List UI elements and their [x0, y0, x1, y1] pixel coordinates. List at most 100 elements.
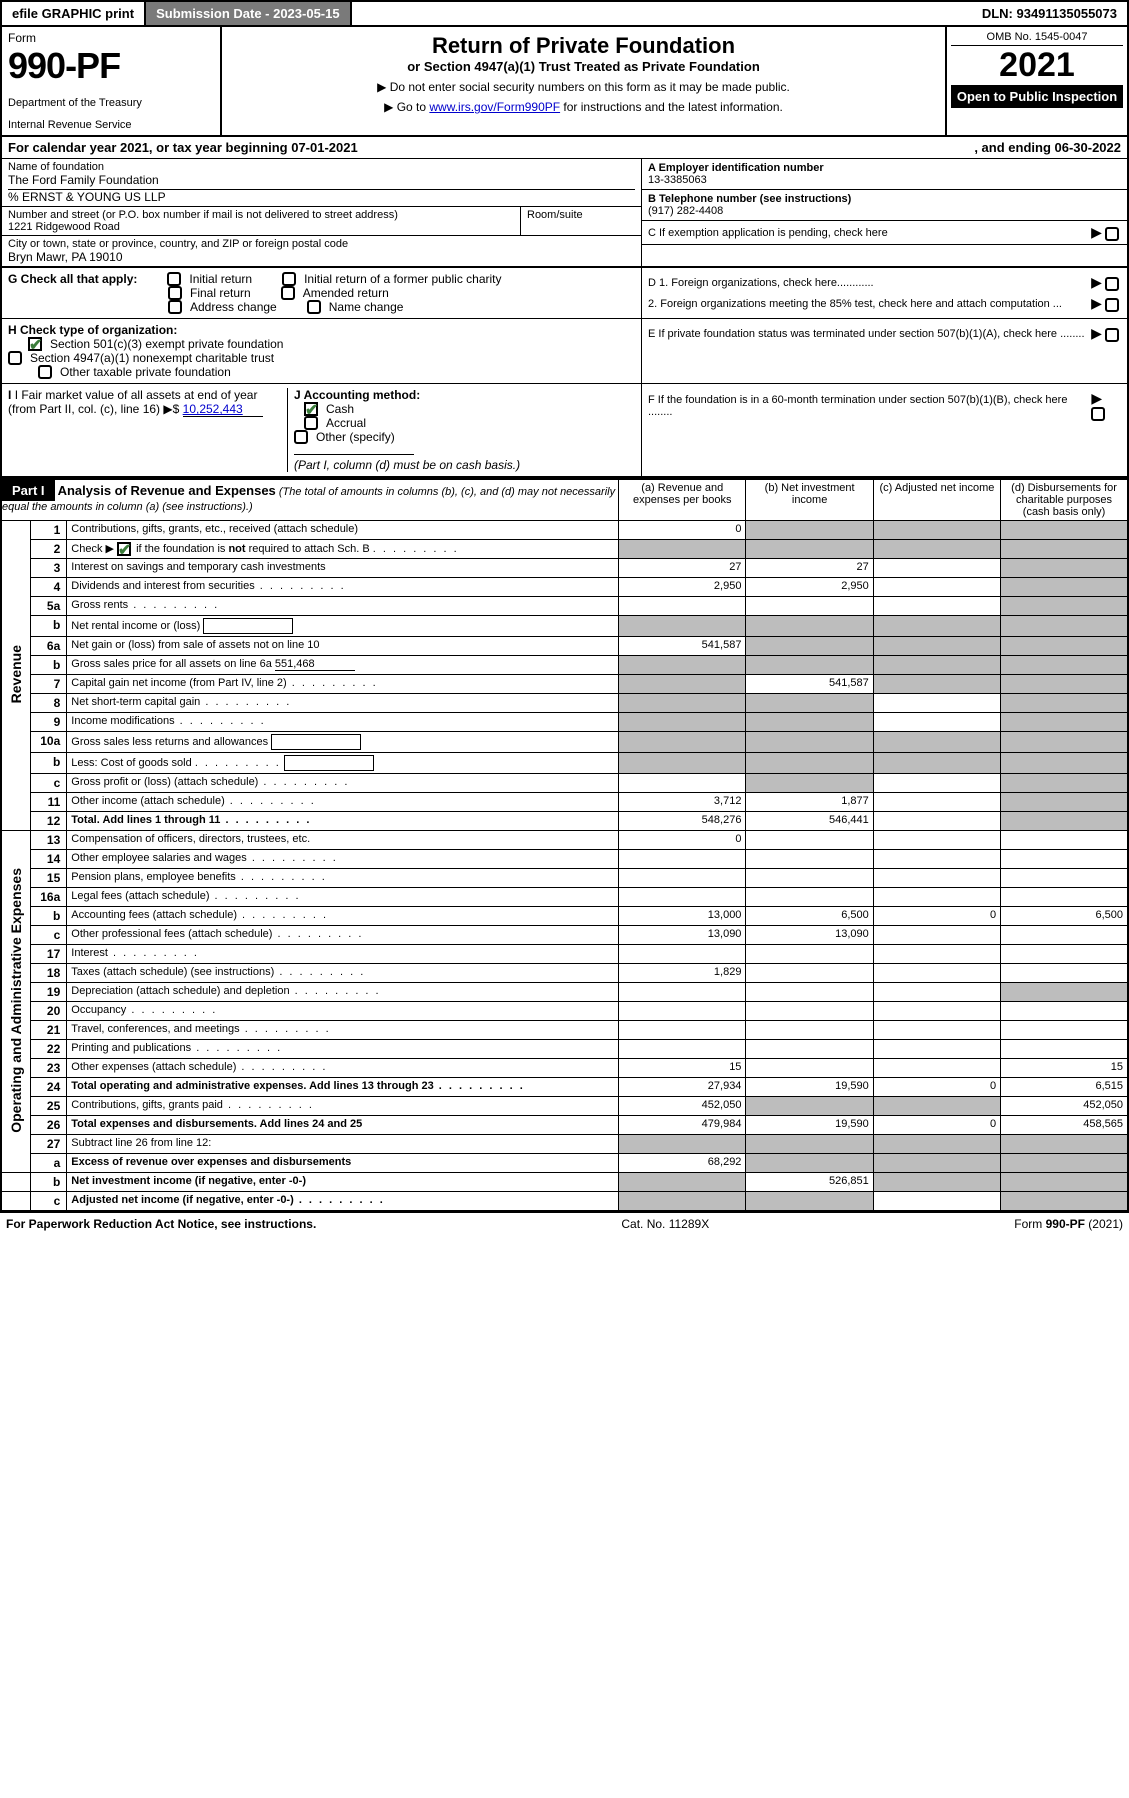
name-label: Name of foundation	[8, 161, 635, 173]
submission-date: Submission Date - 2023-05-15	[146, 2, 352, 25]
i-arrow: ▶$	[163, 402, 179, 416]
r16a-num: 16a	[31, 888, 67, 907]
instr-link[interactable]: www.irs.gov/Form990PF	[429, 100, 560, 114]
table-row: 17 Interest	[1, 945, 1128, 964]
r21-desc: Travel, conferences, and meetings	[67, 1021, 619, 1040]
r16b-num: b	[31, 907, 67, 926]
r16b-d: 6,500	[1001, 907, 1128, 926]
cal-end: , and ending 06-30-2022	[974, 140, 1121, 155]
instr-2b: for instructions and the latest informat…	[563, 100, 782, 114]
omb-number: OMB No. 1545-0047	[951, 29, 1123, 46]
r27a-a: 68,292	[619, 1154, 746, 1173]
footer-mid: Cat. No. 11289X	[621, 1217, 709, 1231]
r10a-dtext: Gross sales less returns and allowances	[71, 736, 268, 748]
r4-b: 2,950	[746, 578, 873, 597]
chk-initial[interactable]	[167, 272, 181, 286]
ein-value: 13-3385063	[648, 174, 1121, 186]
r7-num: 7	[31, 675, 67, 694]
addr-row: Number and street (or P.O. box number if…	[2, 207, 641, 236]
table-row: 25 Contributions, gifts, grants paid 452…	[1, 1097, 1128, 1116]
r6a-a: 541,587	[619, 637, 746, 656]
table-row: 11 Other income (attach schedule) 3,712 …	[1, 793, 1128, 812]
r27-desc: Subtract line 26 from line 12:	[67, 1135, 619, 1154]
table-row: b Accounting fees (attach schedule) 13,0…	[1, 907, 1128, 926]
r1-desc: Contributions, gifts, grants, etc., rece…	[67, 521, 619, 540]
r16c-desc: Other professional fees (attach schedule…	[67, 926, 619, 945]
chk-other[interactable]	[294, 430, 308, 444]
table-row: c Adjusted net income (if negative, ente…	[1, 1192, 1128, 1212]
table-row: 10a Gross sales less returns and allowan…	[1, 732, 1128, 753]
r24-b: 19,590	[746, 1078, 873, 1097]
r18-num: 18	[31, 964, 67, 983]
chk-schb[interactable]	[117, 542, 131, 556]
r18-a: 1,829	[619, 964, 746, 983]
chk-othertax[interactable]	[38, 365, 52, 379]
page-footer: For Paperwork Reduction Act Notice, see …	[0, 1212, 1129, 1235]
e-checkbox[interactable]	[1105, 328, 1119, 342]
chk-final[interactable]	[168, 286, 182, 300]
dept-treasury: Department of the Treasury	[8, 97, 214, 109]
chk-initial-former[interactable]	[282, 272, 296, 286]
r27a-desc: Excess of revenue over expenses and disb…	[67, 1154, 619, 1173]
r18-desc: Taxes (attach schedule) (see instruction…	[67, 964, 619, 983]
r22-desc: Printing and publications	[67, 1040, 619, 1059]
chk-cash[interactable]	[304, 402, 318, 416]
table-row: 23 Other expenses (attach schedule) 15 1…	[1, 1059, 1128, 1078]
r26-desc: Total expenses and disbursements. Add li…	[67, 1116, 619, 1135]
topbar: efile GRAPHIC print Submission Date - 20…	[0, 0, 1129, 27]
r26-a: 479,984	[619, 1116, 746, 1135]
r21-num: 21	[31, 1021, 67, 1040]
chk-4947[interactable]	[8, 351, 22, 365]
lbl-accrual: Accrual	[326, 416, 366, 430]
lbl-initial-former: Initial return of a former public charit…	[304, 272, 501, 286]
r10b-desc: Less: Cost of goods sold	[67, 753, 619, 774]
r3-a: 27	[619, 559, 746, 578]
r15-desc: Pension plans, employee benefits	[67, 869, 619, 888]
efile-button[interactable]: efile GRAPHIC print	[2, 2, 146, 25]
footer-left: For Paperwork Reduction Act Notice, see …	[6, 1217, 316, 1231]
c-checkbox[interactable]	[1105, 227, 1119, 241]
r5b-num: b	[31, 616, 67, 637]
chk-addrchg[interactable]	[168, 300, 182, 314]
d1-checkbox[interactable]	[1105, 277, 1119, 291]
chk-501c3[interactable]	[28, 337, 42, 351]
r10b-inline[interactable]	[284, 755, 374, 771]
r10a-inline[interactable]	[271, 734, 361, 750]
phone-value: (917) 282-4408	[648, 205, 1121, 217]
f-checkbox[interactable]	[1091, 407, 1105, 421]
r5b-inline[interactable]	[203, 618, 293, 634]
section-g: G Check all that apply: Initial return I…	[0, 268, 1129, 319]
r27a-num: a	[31, 1154, 67, 1173]
r23-num: 23	[31, 1059, 67, 1078]
dln-label: DLN: 93491135055073	[972, 2, 1127, 25]
instr-2: ▶ Go to www.irs.gov/Form990PF for instru…	[228, 100, 939, 114]
r8-num: 8	[31, 694, 67, 713]
lbl-other: Other (specify)	[316, 430, 395, 444]
room-label: Room/suite	[521, 207, 641, 236]
r5a-desc: Gross rents	[67, 597, 619, 616]
d2-checkbox[interactable]	[1105, 298, 1119, 312]
lbl-othertax: Other taxable private foundation	[60, 365, 231, 379]
i-label-bold: I	[8, 388, 11, 402]
table-row: 21 Travel, conferences, and meetings	[1, 1021, 1128, 1040]
instr-2a: ▶ Go to	[384, 100, 429, 114]
r7-b: 541,587	[746, 675, 873, 694]
footer-right: Form 990-PF (2021)	[1014, 1217, 1123, 1231]
r27b-desc: Net investment income (if negative, ente…	[67, 1173, 619, 1192]
table-row: b Less: Cost of goods sold	[1, 753, 1128, 774]
table-row: 6a Net gain or (loss) from sale of asset…	[1, 637, 1128, 656]
table-row: 12 Total. Add lines 1 through 11 548,276…	[1, 812, 1128, 831]
part1-title: Analysis of Revenue and Expenses	[58, 483, 276, 498]
other-specify-line[interactable]	[294, 454, 414, 455]
r25-num: 25	[31, 1097, 67, 1116]
city-cell: City or town, state or province, country…	[2, 236, 641, 266]
r24-a: 27,934	[619, 1078, 746, 1097]
chk-accrual[interactable]	[304, 416, 318, 430]
r24-d: 6,515	[1001, 1078, 1128, 1097]
chk-amended[interactable]	[281, 286, 295, 300]
r27c-desc: Adjusted net income (if negative, enter …	[67, 1192, 619, 1212]
i-value[interactable]: 10,252,443	[183, 402, 263, 417]
oae-vlabel: Operating and Administrative Expenses	[8, 868, 24, 1133]
r10a-num: 10a	[31, 732, 67, 753]
chk-namechg[interactable]	[307, 300, 321, 314]
